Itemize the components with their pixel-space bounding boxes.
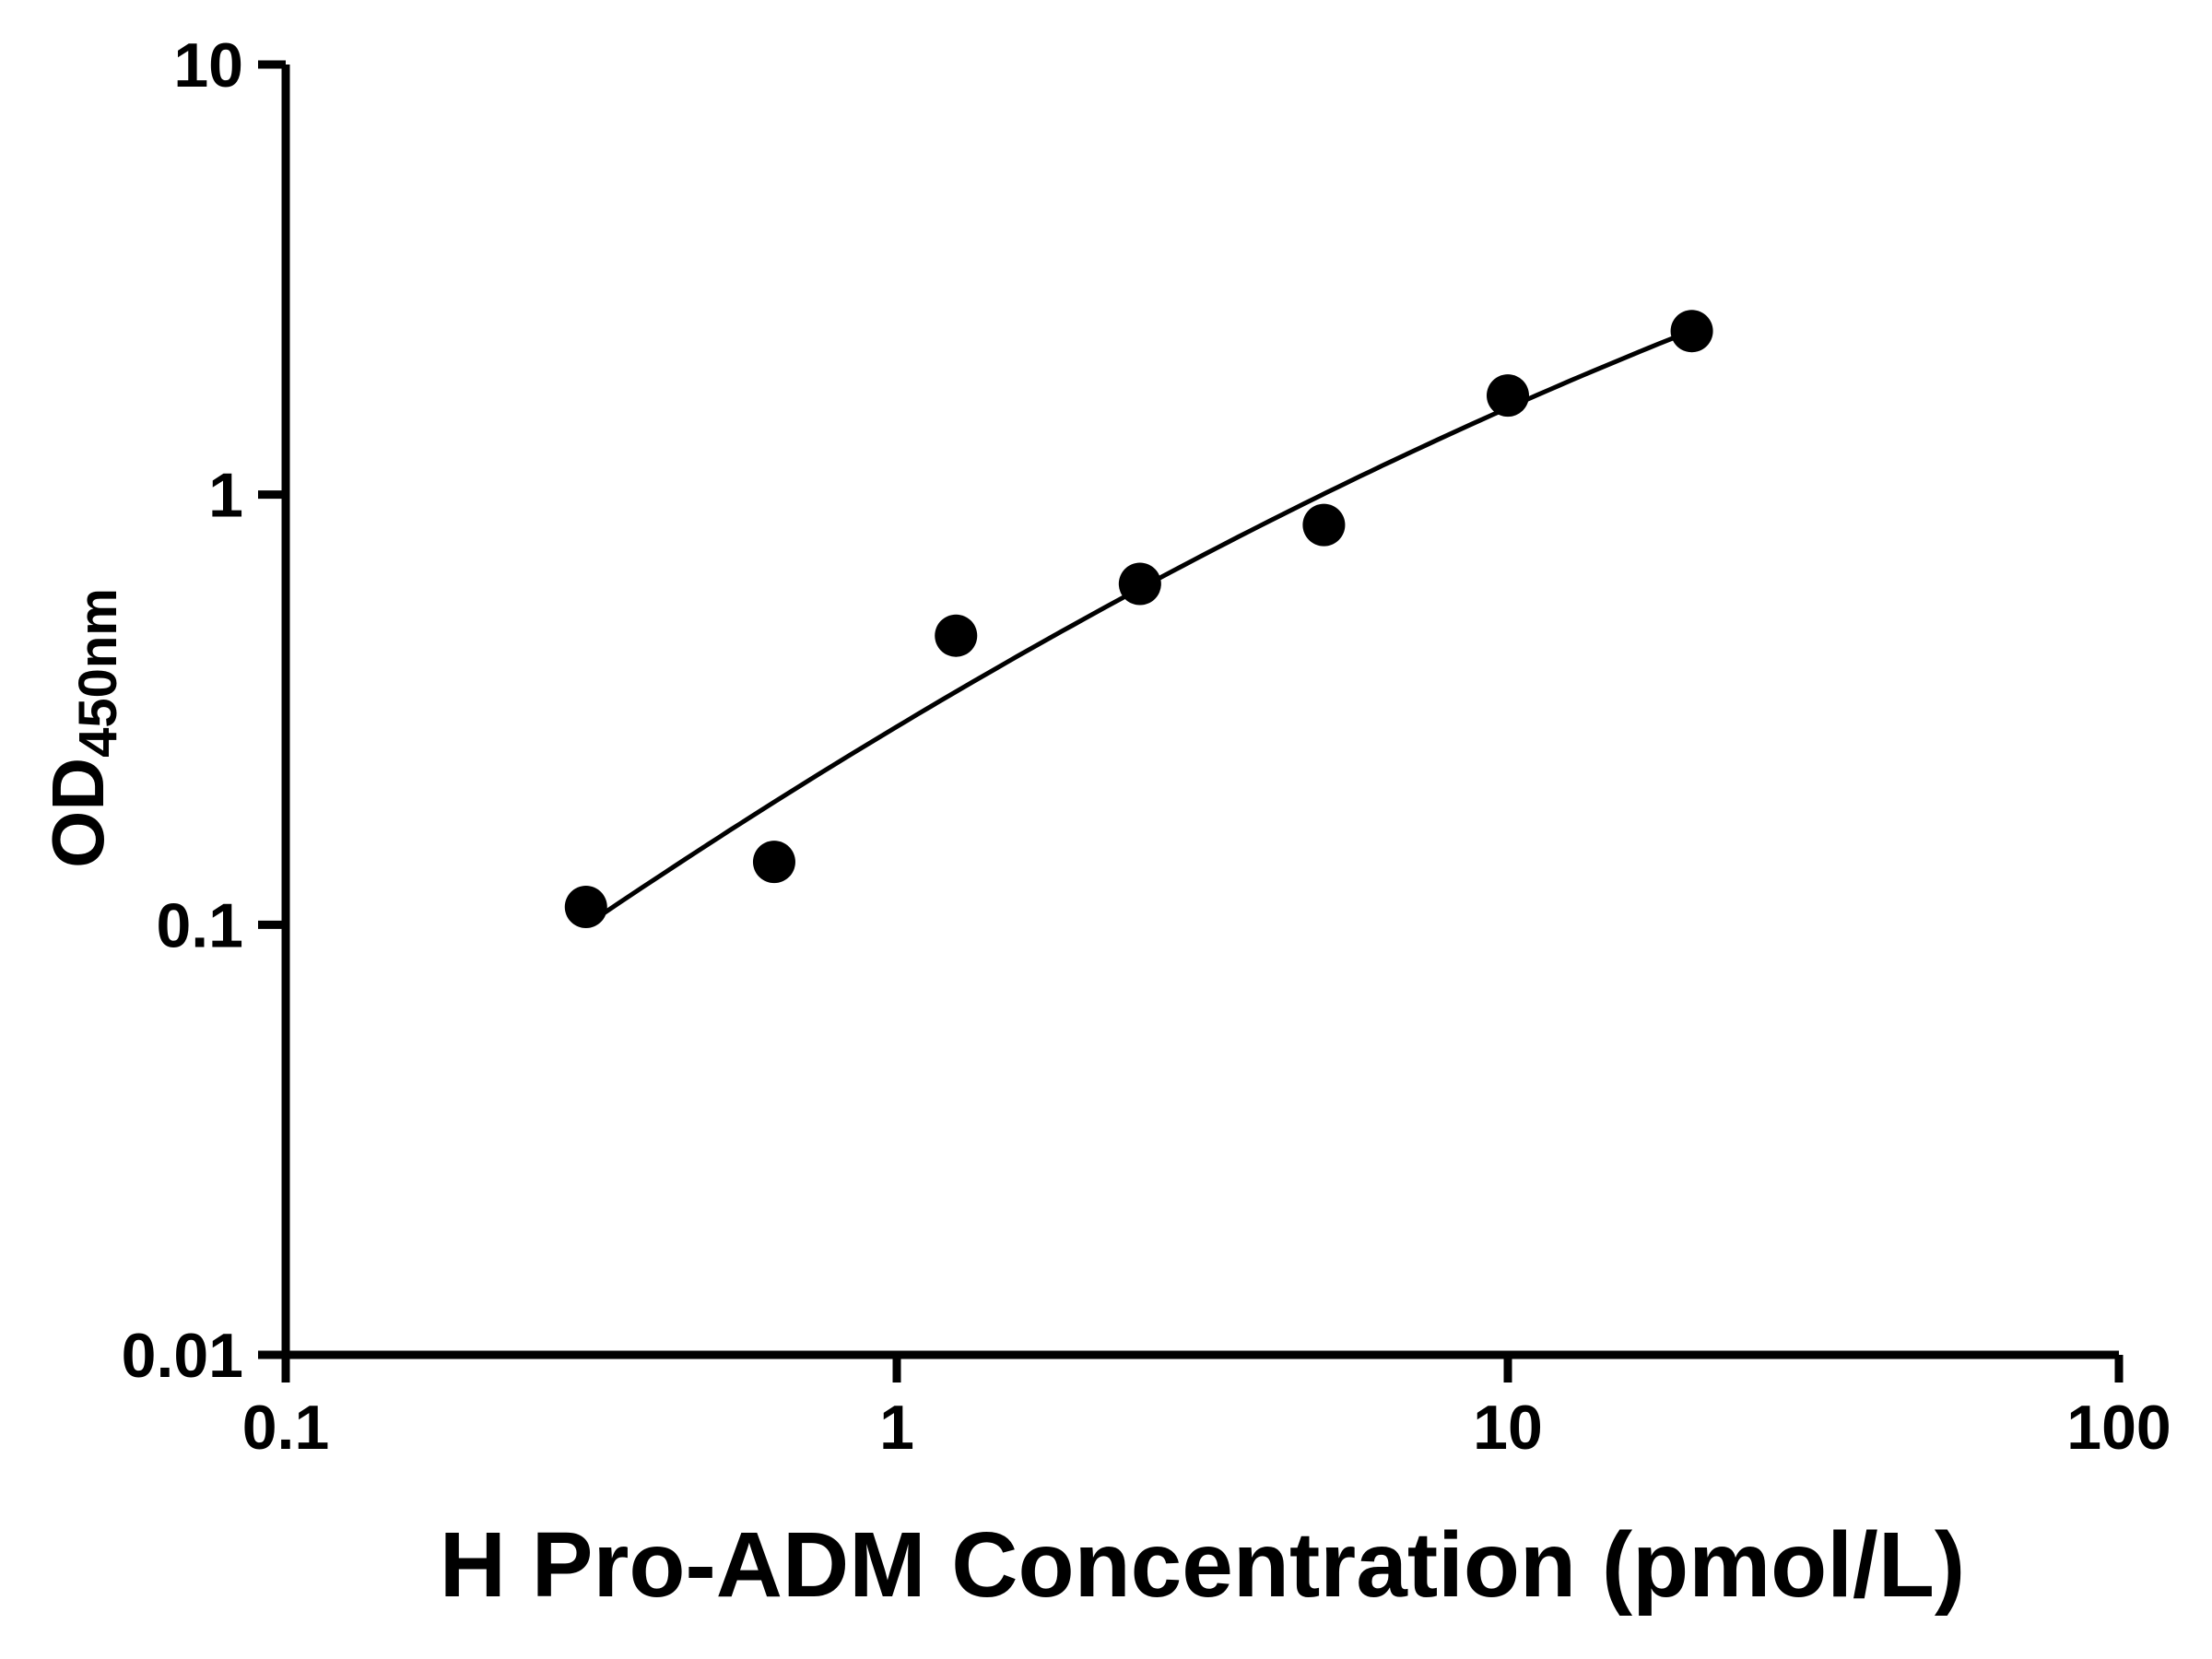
- x-tick-label: 100: [2066, 1393, 2171, 1463]
- y-tick-label: 1: [208, 461, 243, 531]
- data-point-marker: [1670, 310, 1713, 353]
- data-point-marker: [935, 614, 978, 657]
- data-point-marker: [1118, 562, 1161, 606]
- x-tick-label: 1: [879, 1393, 914, 1463]
- data-point-marker: [752, 841, 795, 884]
- y-axis-title: OD450nm: [37, 588, 128, 868]
- y-tick-label: 10: [173, 30, 243, 100]
- data-point-marker: [1302, 503, 1346, 547]
- y-axis-ticks: 0.01 0.1 1 10: [122, 30, 286, 1391]
- data-point-marker: [564, 886, 607, 929]
- x-tick-label: 0.1: [242, 1393, 330, 1463]
- x-axis-title: H Pro-ADM Concentration (pmol/L): [440, 1513, 1965, 1617]
- x-tick-label: 10: [1473, 1393, 1543, 1463]
- y-tick-label: 0.1: [156, 890, 243, 960]
- data-point-marker: [1487, 374, 1529, 418]
- y-axis-title-main: OD: [37, 758, 119, 868]
- y-tick-label: 0.01: [122, 1321, 243, 1391]
- data-points: [564, 310, 1713, 929]
- y-axis-title-subscript: 450nm: [68, 588, 128, 758]
- x-axis-ticks: 0.1 1 10 100: [242, 1355, 2171, 1463]
